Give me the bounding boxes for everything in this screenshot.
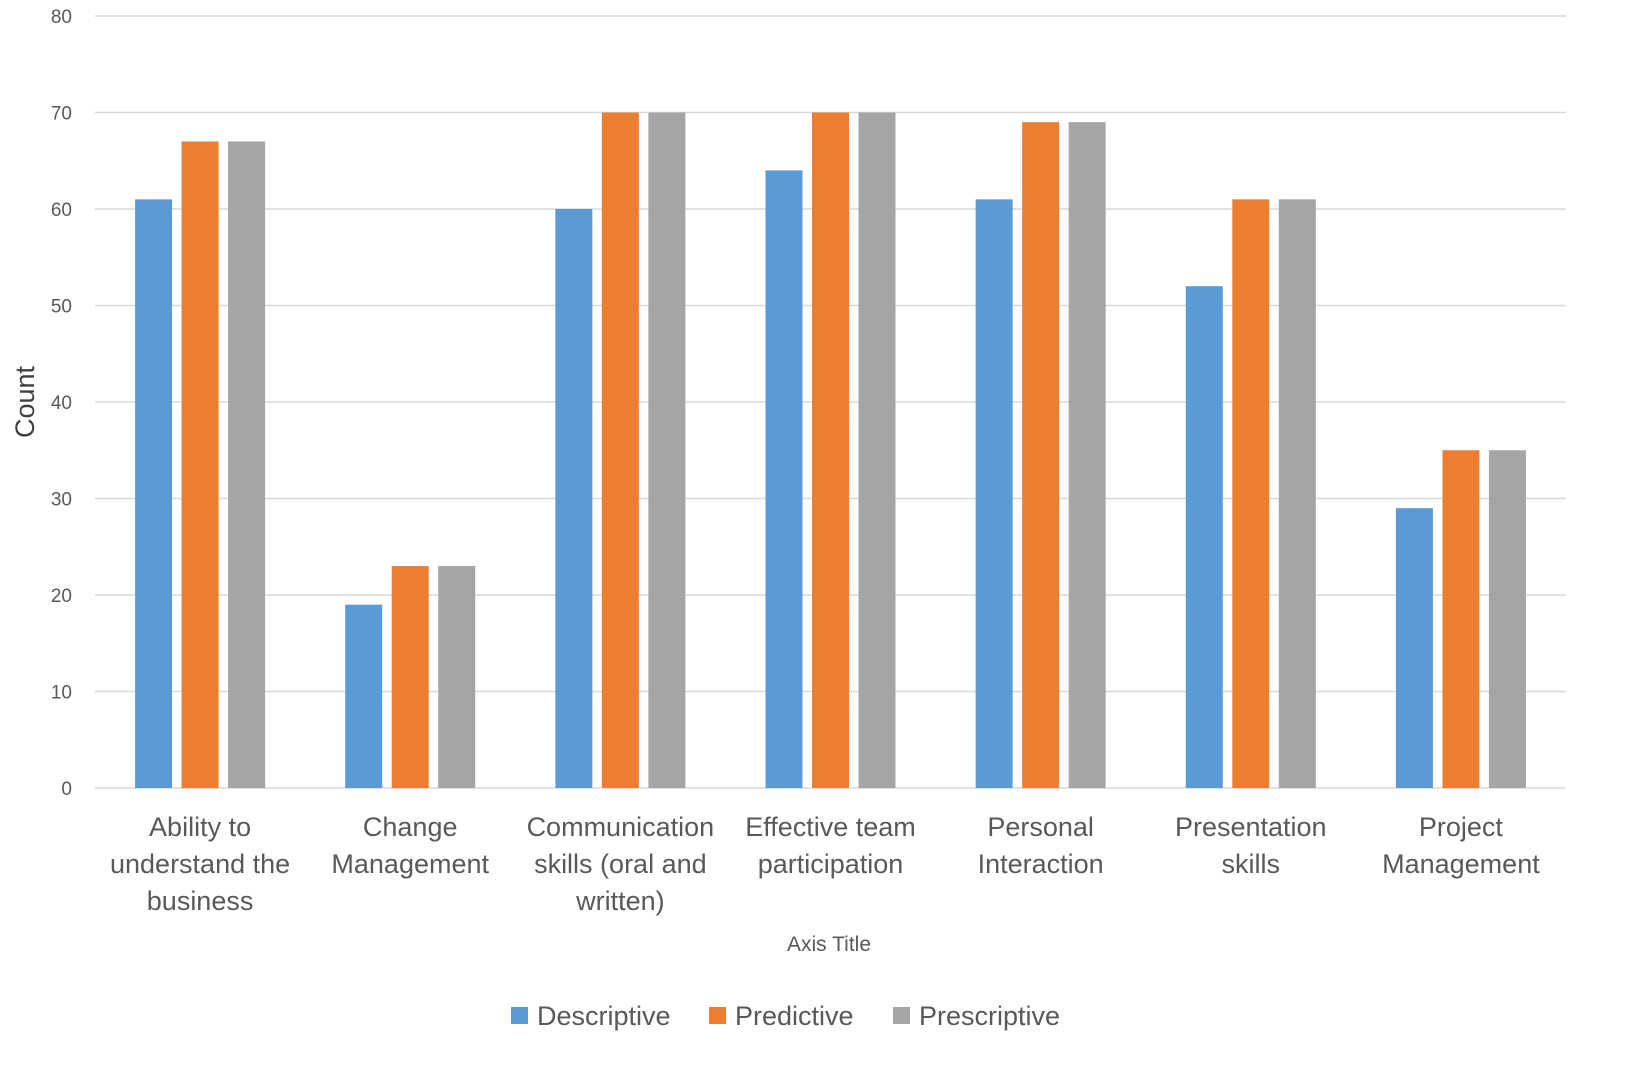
bar-prescriptive bbox=[228, 141, 266, 788]
y-tick-label: 60 bbox=[51, 200, 72, 221]
x-category-label: Personal Interaction bbox=[978, 812, 1104, 879]
x-category-label-line: business bbox=[147, 886, 254, 916]
bar-predictive bbox=[1232, 199, 1270, 789]
bar-predictive bbox=[601, 112, 639, 788]
y-tick-label: 20 bbox=[51, 586, 72, 607]
y-tick-label: 10 bbox=[51, 683, 72, 704]
x-category-label-line: Project bbox=[1419, 812, 1504, 842]
x-category-label: Effective team participation bbox=[745, 812, 916, 879]
y-axis-title: Count bbox=[10, 365, 40, 438]
legend-swatch-prescriptive bbox=[893, 1007, 910, 1024]
bar-descriptive bbox=[975, 199, 1013, 789]
x-axis-categories: Ability to understand the business Change Ma… bbox=[110, 812, 1540, 916]
bar-prescriptive bbox=[858, 112, 896, 788]
x-category-label-line: Presentation bbox=[1175, 812, 1327, 842]
x-category-label-line: understand the bbox=[110, 849, 290, 879]
y-axis-ticks: 0 10 20 30 40 50 60 70 80 bbox=[51, 7, 72, 800]
legend-label-predictive: Predictive bbox=[735, 1001, 854, 1031]
bar-prescriptive bbox=[1278, 199, 1316, 789]
legend-label-descriptive: Descriptive bbox=[537, 1001, 671, 1031]
x-category-label-line: Management bbox=[1382, 849, 1540, 879]
x-category-label-line: Interaction bbox=[978, 849, 1104, 879]
bar-descriptive bbox=[1185, 286, 1223, 788]
legend-swatch-descriptive bbox=[511, 1007, 528, 1024]
bar-predictive bbox=[1442, 450, 1480, 788]
legend-swatch-predictive bbox=[709, 1007, 726, 1024]
bars bbox=[135, 112, 1526, 789]
bar-prescriptive bbox=[1068, 122, 1106, 788]
x-category-label-line: Personal bbox=[987, 812, 1094, 842]
bar-prescriptive bbox=[648, 112, 686, 788]
y-tick-label: 0 bbox=[61, 779, 72, 800]
x-category-label-line: written) bbox=[575, 886, 665, 916]
y-tick-label: 30 bbox=[51, 490, 72, 511]
legend-label-prescriptive: Prescriptive bbox=[919, 1001, 1060, 1031]
legend: Descriptive Predictive Prescriptive bbox=[511, 1001, 1060, 1031]
bar-predictive bbox=[391, 566, 429, 788]
bar-descriptive bbox=[135, 199, 173, 789]
y-tick-label: 50 bbox=[51, 297, 72, 318]
y-tick-label: 40 bbox=[51, 393, 72, 414]
x-category-label-line: Change bbox=[363, 812, 458, 842]
bar-prescriptive bbox=[1488, 450, 1526, 788]
x-category-label-line: skills bbox=[1222, 849, 1281, 879]
bar-prescriptive bbox=[438, 566, 476, 788]
x-category-label-line: participation bbox=[758, 849, 904, 879]
x-category-label: Communication skills (oral and written) bbox=[527, 812, 715, 916]
bar-predictive bbox=[181, 141, 219, 788]
x-category-label: Ability to understand the business bbox=[110, 812, 290, 916]
bar-descriptive bbox=[1395, 508, 1433, 788]
bar-descriptive bbox=[555, 209, 593, 788]
x-category-label: Project Management bbox=[1382, 812, 1540, 879]
bar-descriptive bbox=[765, 170, 803, 788]
y-tick-label: 80 bbox=[51, 7, 72, 28]
bar-predictive bbox=[812, 112, 849, 788]
bar-predictive bbox=[1022, 122, 1060, 788]
x-category-label-line: Communication bbox=[527, 812, 715, 842]
y-tick-label: 70 bbox=[51, 104, 72, 125]
x-category-label-line: Ability to bbox=[149, 812, 251, 842]
x-axis-title: Axis Title bbox=[787, 933, 871, 956]
bar-descriptive bbox=[345, 604, 383, 788]
x-category-label-line: skills (oral and bbox=[534, 849, 707, 879]
x-category-label-line: Management bbox=[331, 849, 489, 879]
x-category-label: Change Management bbox=[331, 812, 489, 879]
x-category-label-line: Effective team bbox=[745, 812, 916, 842]
x-category-label: Presentation skills bbox=[1175, 812, 1327, 879]
